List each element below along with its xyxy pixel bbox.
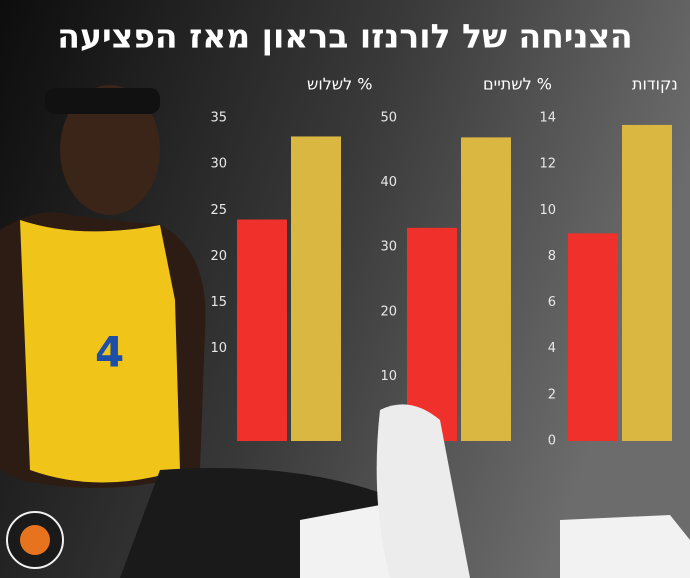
y-tick-label: 0 bbox=[548, 434, 556, 449]
y-tick-label: 10 bbox=[380, 369, 397, 384]
player-photo: 4 bbox=[0, 85, 690, 578]
y-tick-label: 4 bbox=[548, 341, 556, 356]
chart-subtitle: נקודות bbox=[632, 75, 678, 94]
bar bbox=[237, 219, 287, 441]
chart-subtitle: % לשלוש bbox=[307, 75, 373, 94]
y-tick-label: 8 bbox=[548, 249, 556, 264]
y-tick-label: 14 bbox=[539, 111, 556, 126]
charts: נקודות 0 2 4 6 8 10 12 14 % לשתיים 10 20 30 40 50 % לשל… bbox=[210, 75, 677, 449]
chart-subtitle: % לשתיים bbox=[483, 75, 552, 94]
y-tick-label: 15 bbox=[210, 295, 227, 310]
y-tick-label: 10 bbox=[210, 341, 227, 356]
main-title: הצניחה של לורנזו בראון מאז הפציעה bbox=[57, 17, 632, 56]
y-tick-label: 30 bbox=[380, 240, 397, 255]
y-tick-label: 30 bbox=[210, 157, 227, 172]
bar bbox=[461, 137, 511, 441]
y-tick-label: 35 bbox=[210, 111, 227, 126]
y-tick-label: 12 bbox=[539, 157, 556, 172]
bar bbox=[568, 233, 618, 441]
bar bbox=[407, 227, 457, 441]
y-tick-label: 50 bbox=[380, 111, 397, 126]
bar bbox=[291, 136, 341, 441]
y-tick-label: 20 bbox=[210, 249, 227, 264]
y-tick-label: 6 bbox=[548, 295, 556, 310]
y-tick-label: 25 bbox=[210, 203, 227, 218]
y-tick-label: 2 bbox=[548, 387, 556, 402]
bar bbox=[622, 124, 672, 442]
y-tick-label: 20 bbox=[380, 304, 397, 319]
jersey-number: 4 bbox=[95, 328, 124, 377]
y-tick-label: 10 bbox=[539, 203, 556, 218]
y-tick-label: 40 bbox=[380, 175, 397, 190]
